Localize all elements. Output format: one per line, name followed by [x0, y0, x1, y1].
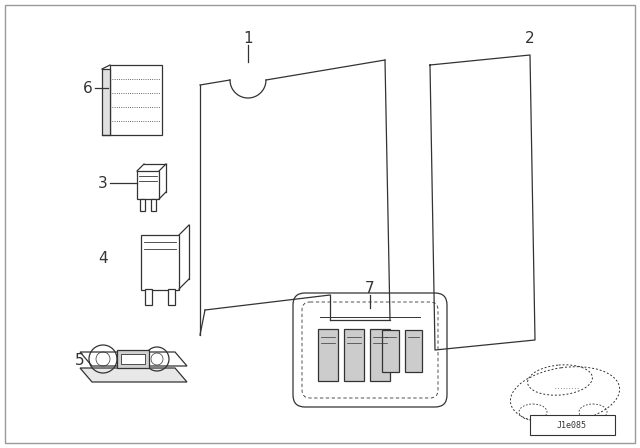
Text: 6: 6: [83, 81, 93, 95]
Text: 4: 4: [98, 250, 108, 266]
Polygon shape: [80, 352, 187, 366]
Bar: [344, 329, 364, 381]
Bar: [110, 65, 162, 135]
Bar: [370, 329, 390, 381]
FancyBboxPatch shape: [293, 293, 447, 407]
Bar: [121, 354, 145, 364]
Bar: [137, 171, 159, 199]
Bar: [145, 289, 152, 305]
Bar: [382, 330, 399, 372]
Bar: [530, 415, 615, 435]
Bar: [405, 330, 422, 372]
Bar: [168, 289, 175, 305]
Text: J1e085: J1e085: [557, 421, 587, 430]
Text: 1: 1: [243, 30, 253, 46]
Bar: [102, 69, 110, 135]
Text: 5: 5: [75, 353, 85, 367]
Bar: [117, 350, 149, 368]
Polygon shape: [80, 368, 187, 382]
Text: 3: 3: [98, 176, 108, 190]
Bar: [140, 199, 145, 211]
Bar: [141, 235, 179, 290]
Bar: [318, 329, 338, 381]
Bar: [151, 199, 156, 211]
Text: 7: 7: [365, 280, 375, 296]
Text: 2: 2: [525, 30, 535, 46]
